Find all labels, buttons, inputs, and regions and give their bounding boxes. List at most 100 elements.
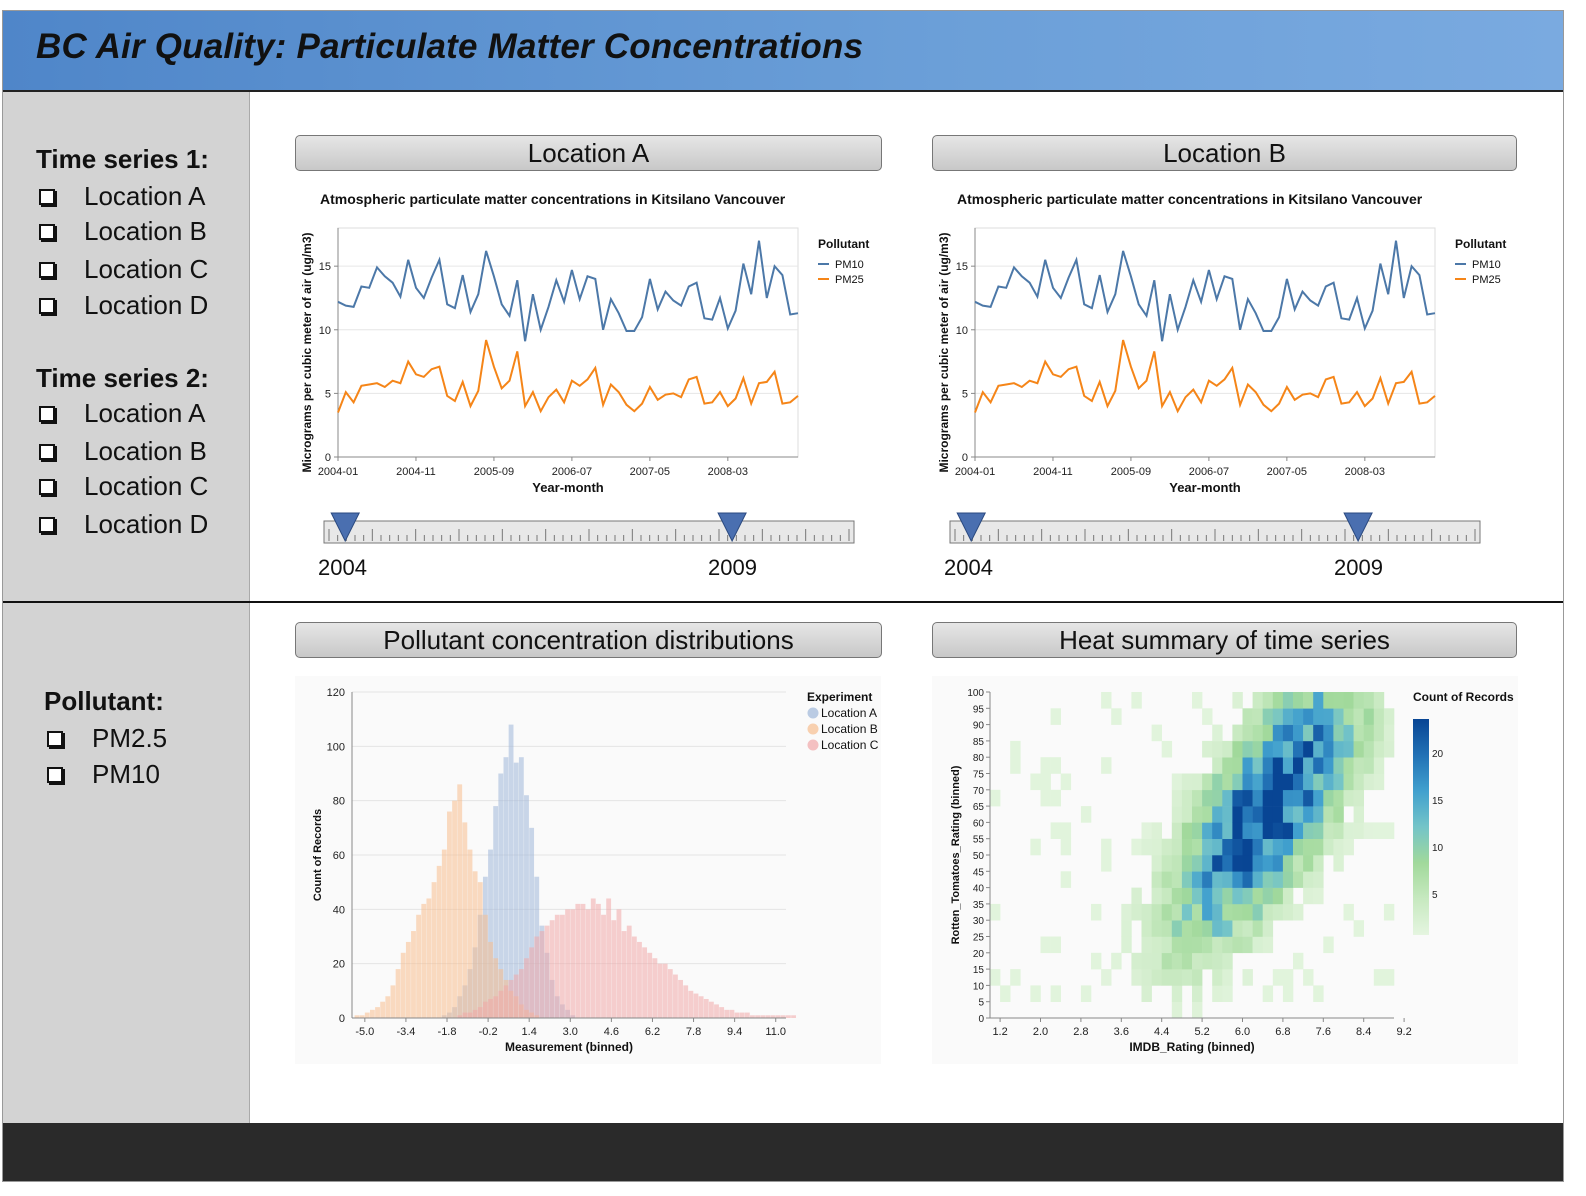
checkbox[interactable] xyxy=(39,297,55,314)
year-range-slider-b[interactable] xyxy=(944,511,1484,545)
heat-cell xyxy=(1131,692,1142,709)
ts2-option-location-c[interactable]: Location C xyxy=(39,471,208,502)
heat-cell xyxy=(1151,724,1162,742)
heat-cell xyxy=(1383,822,1395,839)
ts1-option-location-b[interactable]: Location B xyxy=(39,216,207,247)
hist-bar xyxy=(354,1015,360,1018)
panel-distributions-button[interactable]: Pollutant concentration distributions xyxy=(295,622,882,658)
hist-bar xyxy=(421,903,427,1018)
heat-cell xyxy=(1171,1001,1183,1019)
heat-cell xyxy=(1030,985,1041,1002)
heat-cell xyxy=(1383,903,1395,921)
y-tick-label: 0 xyxy=(339,1013,345,1025)
panel-heat-button[interactable]: Heat summary of time series xyxy=(932,622,1517,658)
ts2-option-location-b[interactable]: Location B xyxy=(39,436,207,467)
heat-cell xyxy=(1181,920,1193,937)
heat-cell xyxy=(1202,887,1213,905)
legend-tick-label: 15 xyxy=(1432,796,1444,807)
y-tick-label: 60 xyxy=(973,818,985,829)
heat-cell xyxy=(1151,855,1162,872)
heat-cell xyxy=(1222,773,1233,791)
heat-cell xyxy=(1202,708,1213,725)
x-tick-label: 3.0 xyxy=(563,1026,578,1038)
heat-cell xyxy=(1313,789,1324,807)
heat-cell xyxy=(1242,903,1253,921)
pollutant-option-pm25[interactable]: PM2.5 xyxy=(47,723,167,754)
year-range-slider-a[interactable] xyxy=(318,511,858,545)
hist-bar xyxy=(503,757,509,1018)
hist-bar xyxy=(359,1015,365,1018)
checkbox[interactable] xyxy=(39,188,55,205)
x-tick-label: 2.0 xyxy=(1033,1026,1048,1038)
heat-cell xyxy=(1151,903,1162,921)
heat-cell xyxy=(1282,740,1294,758)
checkbox[interactable] xyxy=(47,730,63,747)
heat-cell xyxy=(1091,952,1102,970)
checkbox[interactable] xyxy=(47,766,63,783)
page-title: BC Air Quality: Particulate Matter Conce… xyxy=(36,27,864,66)
heat-cell xyxy=(1131,969,1142,986)
y-tick-label: 95 xyxy=(973,704,985,715)
hist-bar xyxy=(703,998,709,1018)
ts1-option-location-a[interactable]: Location A xyxy=(39,181,205,212)
heat-summary-chart: 0 5 10 15 20 25 30 35 40 45 50 55 60 65 70 75 80 85 90 95 10… xyxy=(932,676,1518,1064)
x-tick-label: 6.8 xyxy=(1275,1026,1290,1038)
hist-bar xyxy=(513,974,519,1018)
checkbox[interactable] xyxy=(39,405,55,422)
footer-bar xyxy=(3,1123,1563,1181)
y-tick-label: 35 xyxy=(973,900,985,911)
heat-cell xyxy=(1131,903,1142,921)
heat-cell xyxy=(1262,920,1274,937)
panel-location-b-button[interactable]: Location B xyxy=(932,135,1517,171)
heat-cell xyxy=(1181,969,1193,986)
heat-cell xyxy=(1272,740,1284,758)
hist-bar xyxy=(482,1001,488,1018)
checkbox[interactable] xyxy=(39,223,55,240)
heat-cell xyxy=(1151,952,1162,970)
x-tick-label: 2004-01 xyxy=(318,466,358,478)
pollutant-option-pm10[interactable]: PM10 xyxy=(47,759,160,790)
heat-cell xyxy=(1323,838,1334,856)
y-axis-title: Micrograms per cubic meter of air (ug/m3… xyxy=(300,232,314,472)
heat-cell xyxy=(1262,936,1274,954)
heat-cell xyxy=(1151,838,1162,856)
ts1-option-location-d[interactable]: Location D xyxy=(39,290,208,321)
heat-cell xyxy=(1212,724,1223,742)
heat-cell xyxy=(1212,969,1223,986)
y-tick-label: 90 xyxy=(973,721,985,732)
ts2-option-location-d[interactable]: Location D xyxy=(39,509,208,540)
x-axis-title: IMDB_Rating (binned) xyxy=(1129,1040,1254,1054)
ts2-option-location-a[interactable]: Location A xyxy=(39,398,205,429)
checkbox[interactable] xyxy=(39,261,55,278)
panel-location-a-button[interactable]: Location A xyxy=(295,135,882,171)
hist-bar xyxy=(621,931,627,1018)
heat-cell xyxy=(1293,724,1304,742)
heat-cell xyxy=(1353,920,1364,937)
heat-cell xyxy=(1373,757,1385,774)
heat-cell xyxy=(1232,757,1243,774)
checkbox[interactable] xyxy=(39,478,55,495)
hist-bar xyxy=(724,1009,730,1018)
heat-cell xyxy=(1252,740,1263,758)
heat-cell xyxy=(1353,789,1364,807)
heat-cell xyxy=(1363,757,1375,774)
heat-cell xyxy=(1212,757,1223,774)
checkbox[interactable] xyxy=(39,516,55,533)
y-tick-label: 45 xyxy=(973,867,985,878)
heat-cell xyxy=(1222,969,1233,986)
heat-cell xyxy=(1363,724,1375,742)
heat-cell xyxy=(1343,822,1354,839)
heat-cell xyxy=(1323,708,1334,725)
heat-cell xyxy=(1050,822,1061,839)
heat-cell xyxy=(1101,969,1112,986)
heat-cell xyxy=(1171,855,1183,872)
heat-cell xyxy=(1161,920,1173,937)
option-label: PM2.5 xyxy=(92,723,168,753)
checkbox[interactable] xyxy=(39,443,55,460)
heat-cell xyxy=(1293,838,1304,856)
hist-bar xyxy=(755,1015,761,1018)
legend-swatch xyxy=(807,707,819,719)
heat-cell xyxy=(1171,985,1183,1002)
ts1-option-location-c[interactable]: Location C xyxy=(39,254,208,285)
heat-cell xyxy=(1232,920,1243,937)
